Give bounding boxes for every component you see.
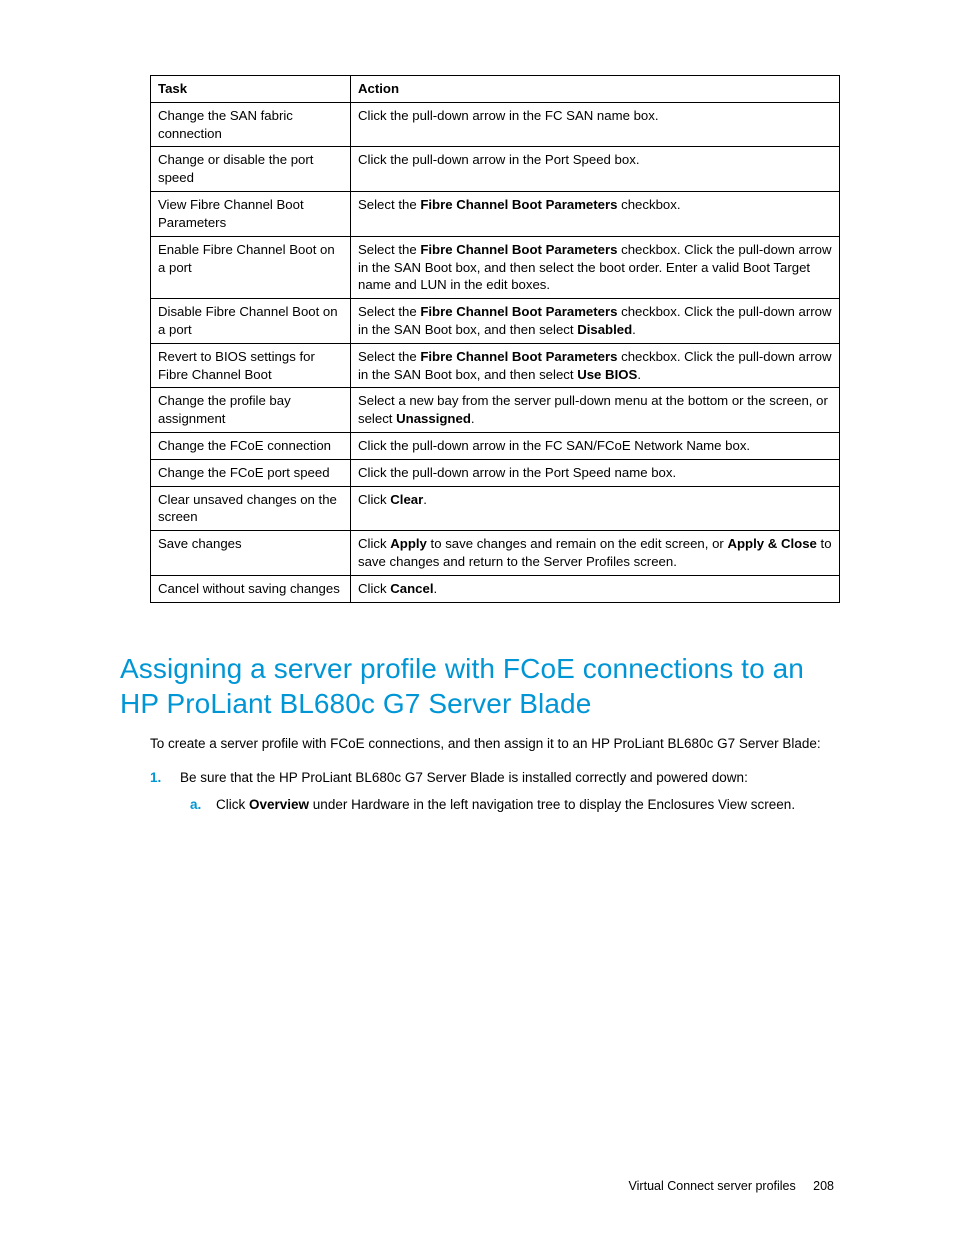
- task-cell: Change or disable the port speed: [151, 147, 351, 192]
- table-header-row: Task Action: [151, 76, 840, 103]
- table-row: Change the profile bay assignmentSelect …: [151, 388, 840, 433]
- bold-text: Apply & Close: [727, 536, 816, 551]
- action-cell: Select the Fibre Channel Boot Parameters…: [351, 192, 840, 237]
- step-list: 1. Be sure that the HP ProLiant BL680c G…: [150, 768, 834, 815]
- action-cell: Click the pull-down arrow in the FC SAN/…: [351, 433, 840, 460]
- intro-paragraph: To create a server profile with FCoE con…: [150, 735, 834, 754]
- plain-text: Select the: [358, 242, 420, 257]
- task-cell: Change the SAN fabric connection: [151, 102, 351, 147]
- step-marker: 1.: [150, 768, 161, 788]
- table-row: Revert to BIOS settings for Fibre Channe…: [151, 343, 840, 388]
- bold-text: Fibre Channel Boot Parameters: [420, 304, 617, 319]
- bold-text: Fibre Channel Boot Parameters: [420, 242, 617, 257]
- plain-text: Click the pull-down arrow in the FC SAN/…: [358, 438, 750, 453]
- action-cell: Click Clear.: [351, 486, 840, 531]
- plain-text: .: [434, 581, 438, 596]
- task-cell: Revert to BIOS settings for Fibre Channe…: [151, 343, 351, 388]
- section-heading: Assigning a server profile with FCoE con…: [120, 651, 834, 721]
- plain-text: Click the pull-down arrow in the FC SAN …: [358, 108, 659, 123]
- action-cell: Click Apply to save changes and remain o…: [351, 531, 840, 576]
- table-row: Disable Fibre Channel Boot on a portSele…: [151, 299, 840, 344]
- footer-section: Virtual Connect server profiles: [629, 1179, 796, 1193]
- action-cell: Select a new bay from the server pull-do…: [351, 388, 840, 433]
- plain-text: Click: [358, 492, 390, 507]
- task-cell: Cancel without saving changes: [151, 575, 351, 602]
- task-cell: Change the FCoE port speed: [151, 459, 351, 486]
- table-row: Change the SAN fabric connection Click th…: [151, 102, 840, 147]
- table-row: View Fibre Channel Boot ParametersSelect…: [151, 192, 840, 237]
- bold-text: Fibre Channel Boot Parameters: [420, 197, 617, 212]
- col-header-task: Task: [151, 76, 351, 103]
- table-row: Enable Fibre Channel Boot on a portSelec…: [151, 236, 840, 298]
- step-1a: a. Click Overview under Hardware in the …: [190, 795, 834, 815]
- substep-marker: a.: [190, 795, 201, 815]
- plain-text: Click: [358, 536, 390, 551]
- action-cell: Select the Fibre Channel Boot Parameters…: [351, 343, 840, 388]
- task-cell: Save changes: [151, 531, 351, 576]
- plain-text: Select the: [358, 197, 420, 212]
- action-cell: Click the pull-down arrow in the FC SAN …: [351, 102, 840, 147]
- bold-text: Use BIOS: [577, 367, 637, 382]
- bold-text: Disabled: [577, 322, 632, 337]
- task-cell: Change the FCoE connection: [151, 433, 351, 460]
- col-header-action: Action: [351, 76, 840, 103]
- table-header: Task Action: [151, 76, 840, 103]
- plain-text: .: [637, 367, 641, 382]
- bold-text: Fibre Channel Boot Parameters: [420, 349, 617, 364]
- action-cell: Click Cancel.: [351, 575, 840, 602]
- plain-text: .: [423, 492, 427, 507]
- action-cell: Click the pull-down arrow in the Port Sp…: [351, 459, 840, 486]
- action-cell: Select the Fibre Channel Boot Parameters…: [351, 236, 840, 298]
- table-row: Save changesClick Apply to save changes …: [151, 531, 840, 576]
- plain-text: Select the: [358, 304, 420, 319]
- task-cell: Clear unsaved changes on the screen: [151, 486, 351, 531]
- bold-text: Overview: [249, 797, 309, 812]
- table-row: Change the FCoE port speed Click the pull…: [151, 459, 840, 486]
- table-row: Cancel without saving changesClick Cance…: [151, 575, 840, 602]
- plain-text: checkbox.: [617, 197, 680, 212]
- plain-text: Select the: [358, 349, 420, 364]
- plain-text: Click the pull-down arrow in the Port Sp…: [358, 152, 639, 167]
- page-footer: Virtual Connect server profiles 208: [629, 1179, 834, 1193]
- bold-text: Clear: [390, 492, 423, 507]
- plain-text: Click the pull-down arrow in the Port Sp…: [358, 465, 676, 480]
- table-body: Change the SAN fabric connection Click th…: [151, 102, 840, 602]
- page-container: Task Action Change the SAN fabric connec…: [0, 0, 954, 1235]
- action-cell: Select the Fibre Channel Boot Parameters…: [351, 299, 840, 344]
- table-row: Clear unsaved changes on the screenClick…: [151, 486, 840, 531]
- task-cell: Change the profile bay assignment: [151, 388, 351, 433]
- plain-text: .: [471, 411, 475, 426]
- table-row: Change or disable the port speed Click th…: [151, 147, 840, 192]
- step-1: 1. Be sure that the HP ProLiant BL680c G…: [150, 768, 834, 815]
- step-text: Be sure that the HP ProLiant BL680c G7 S…: [180, 770, 748, 785]
- table-row: Change the FCoE connection Click the pull…: [151, 433, 840, 460]
- task-cell: View Fibre Channel Boot Parameters: [151, 192, 351, 237]
- footer-page-number: 208: [813, 1179, 834, 1193]
- plain-text: Click: [216, 797, 249, 812]
- bold-text: Apply: [390, 536, 427, 551]
- bold-text: Unassigned: [396, 411, 471, 426]
- plain-text: under Hardware in the left navigation tr…: [309, 797, 795, 812]
- action-cell: Click the pull-down arrow in the Port Sp…: [351, 147, 840, 192]
- plain-text: .: [632, 322, 636, 337]
- substep-text: Click Overview under Hardware in the lef…: [216, 797, 795, 812]
- plain-text: to save changes and remain on the edit s…: [427, 536, 728, 551]
- substep-list: a. Click Overview under Hardware in the …: [190, 795, 834, 815]
- task-action-table: Task Action Change the SAN fabric connec…: [150, 75, 840, 603]
- task-cell: Disable Fibre Channel Boot on a port: [151, 299, 351, 344]
- bold-text: Cancel: [390, 581, 433, 596]
- task-cell: Enable Fibre Channel Boot on a port: [151, 236, 351, 298]
- plain-text: Click: [358, 581, 390, 596]
